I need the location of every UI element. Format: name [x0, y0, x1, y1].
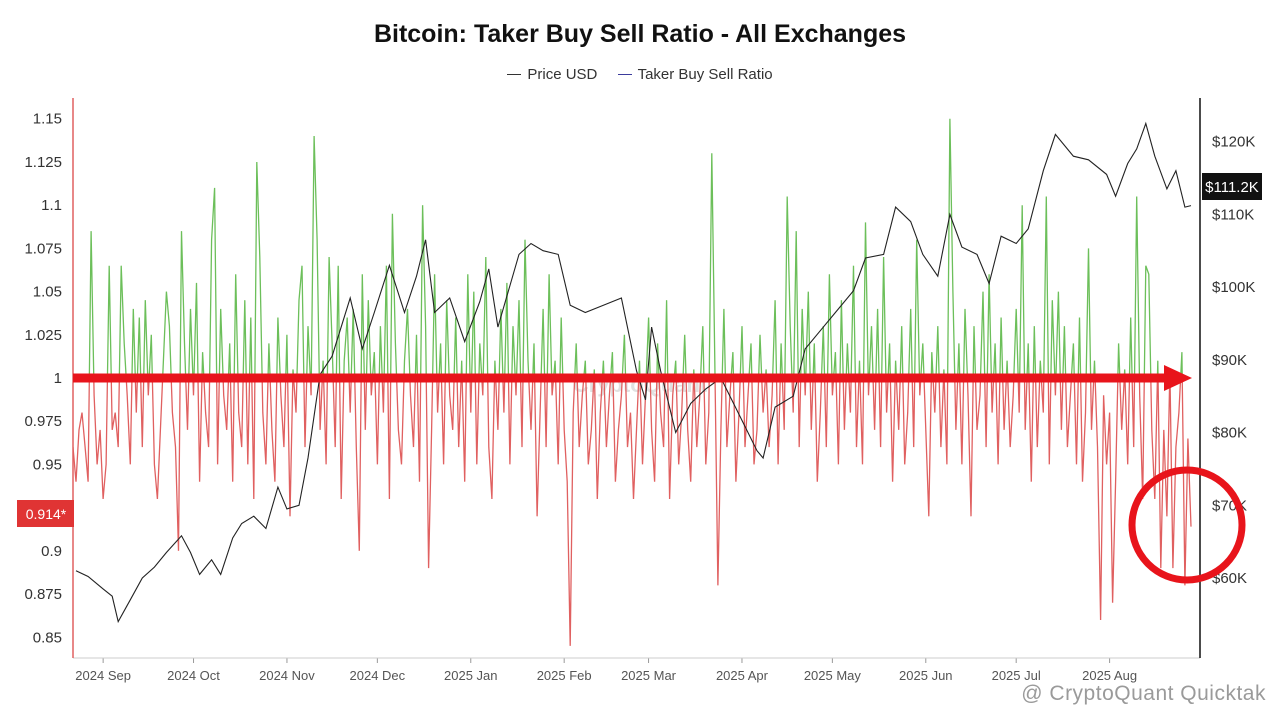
right-tick-label: $80K [1212, 425, 1247, 442]
current-ratio-label: 0.914* [17, 500, 74, 527]
ratio-line-above [88, 118, 1183, 378]
x-tick-label: 2025 Jan [444, 668, 498, 683]
price-line [75, 121, 1192, 624]
x-tick-label: 2025 Mar [621, 668, 677, 683]
reference-arrow-head [1164, 365, 1192, 391]
chart-title: Bitcoin: Taker Buy Sell Ratio - All Exch… [373, 20, 907, 48]
left-tick-label: 0.9 [41, 543, 62, 560]
x-tick-label: 2024 Sep [75, 668, 131, 683]
current-price-label: $111.2K [1202, 173, 1262, 200]
right-axis: $60K$70K$80K$90K$100K$110K$120K [1212, 134, 1255, 587]
x-tick-label: 2025 Aug [1082, 668, 1137, 683]
current-price-label-text: $111.2K [1205, 179, 1259, 196]
plot-area [73, 118, 1192, 646]
left-tick-label: 0.95 [33, 456, 62, 473]
left-tick-label: 1.1 [41, 197, 62, 214]
x-tick-label: 2025 Feb [537, 668, 592, 683]
left-tick-label: 1.025 [24, 327, 62, 344]
left-tick-label: 0.85 [33, 629, 62, 646]
current-ratio-label-text: 0.914* [26, 506, 67, 522]
right-tick-label: $60K [1212, 570, 1247, 587]
current-ratio-label-bg [17, 500, 74, 527]
left-tick-label: 1.125 [24, 154, 62, 171]
highlight-circle [1128, 466, 1246, 584]
legend-swatch-price [507, 74, 522, 75]
reference-arrow [73, 365, 1192, 391]
x-tick-label: 2025 May [804, 668, 862, 683]
x-tick-label: 2024 Nov [259, 668, 315, 683]
left-tick-label: 0.975 [24, 413, 62, 430]
legend-label-price: Price USD [527, 66, 598, 83]
right-tick-label: $90K [1212, 352, 1247, 369]
legend-item-price[interactable]: Price USD [507, 66, 597, 83]
left-axis: 0.850.8750.90.9250.950.97511.0251.051.07… [24, 111, 62, 647]
legend-swatch-ratio [617, 74, 632, 75]
legend-item-ratio[interactable]: Taker Buy Sell Ratio [617, 66, 773, 83]
left-tick-label: 1.075 [24, 240, 62, 257]
left-tick-label: 0.875 [24, 586, 62, 603]
left-tick-label: 1 [54, 370, 62, 387]
current-price-label-bg [1202, 173, 1262, 200]
x-tick-label: 2025 Apr [716, 668, 769, 683]
x-axis: 2024 Sep 2024 Oct 2024 Nov 2024 Dec 2025 Jan… [73, 657, 1200, 683]
right-tick-label: $100K [1212, 279, 1255, 296]
right-tick-label: $120K [1212, 134, 1255, 151]
x-tick-label: 2025 Jun [899, 668, 953, 683]
legend-label-ratio: Taker Buy Sell Ratio [637, 66, 773, 83]
ratio-line-below [73, 378, 1192, 646]
x-tick-label: 2024 Oct [167, 668, 220, 683]
left-tick-label: 1.15 [33, 111, 62, 128]
left-tick-label: 1.05 [33, 284, 62, 301]
source-credit: @ CryptoQuant Quicktak [1021, 682, 1266, 705]
x-tick-label: 2024 Dec [350, 668, 406, 683]
chart-legend: Price USD Taker Buy Sell Ratio [0, 62, 1280, 83]
right-tick-label: $110K [1212, 206, 1254, 223]
x-tick-label: 2025 Jul [992, 668, 1041, 683]
